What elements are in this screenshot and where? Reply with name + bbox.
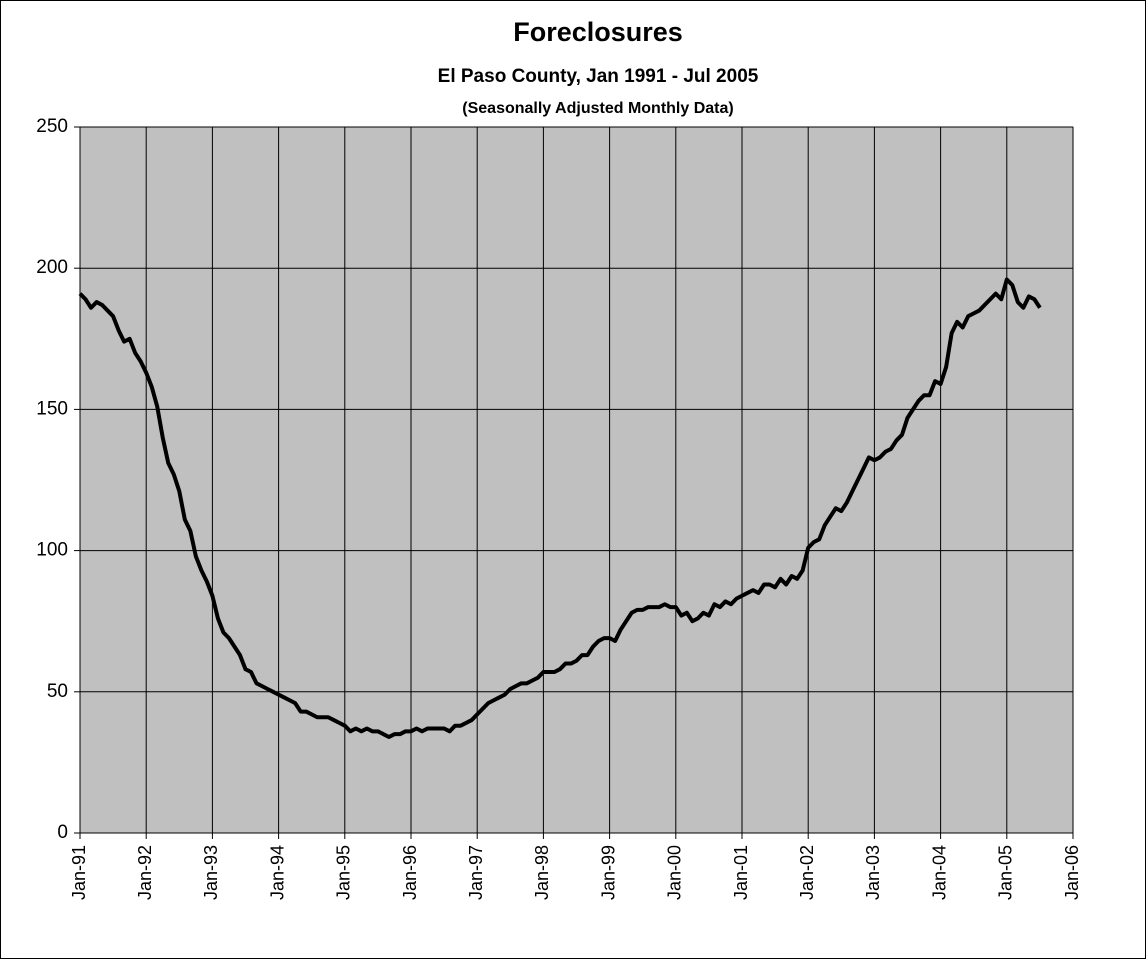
x-tick-label: Jan-00 bbox=[665, 845, 685, 900]
chart-title: Foreclosures bbox=[513, 17, 683, 47]
x-tick-label: Jan-93 bbox=[201, 845, 221, 900]
x-tick-label: Jan-06 bbox=[1062, 845, 1082, 900]
y-tick-label: 150 bbox=[36, 398, 68, 419]
x-tick-label: Jan-92 bbox=[135, 845, 155, 900]
x-tick-label: Jan-97 bbox=[466, 845, 486, 900]
data-line bbox=[78, 277, 1042, 739]
x-tick-label: Jan-91 bbox=[69, 845, 89, 900]
plot-area bbox=[79, 126, 1074, 834]
y-tick-label: 200 bbox=[36, 257, 68, 278]
x-tick-label: Jan-98 bbox=[532, 845, 552, 900]
y-tick-label: 250 bbox=[36, 116, 68, 137]
x-tick-label: Jan-03 bbox=[863, 845, 883, 900]
x-tick-label: Jan-94 bbox=[267, 845, 287, 900]
x-tick-label: Jan-95 bbox=[334, 845, 354, 900]
y-tick-label: 0 bbox=[57, 822, 68, 843]
chart-subtitle: El Paso County, Jan 1991 - Jul 2005 bbox=[438, 66, 759, 87]
x-tick-label: Jan-02 bbox=[797, 845, 817, 900]
x-tick-label: Jan-04 bbox=[929, 845, 949, 900]
y-tick-label: 100 bbox=[36, 540, 68, 561]
chart-note: (Seasonally Adjusted Monthly Data) bbox=[462, 100, 733, 117]
x-tick-label: Jan-96 bbox=[400, 845, 420, 900]
x-tick-label: Jan-99 bbox=[598, 845, 618, 900]
y-tick-label: 50 bbox=[47, 681, 68, 702]
x-tick-label: Jan-05 bbox=[996, 845, 1016, 900]
x-tick-label: Jan-01 bbox=[731, 845, 751, 900]
